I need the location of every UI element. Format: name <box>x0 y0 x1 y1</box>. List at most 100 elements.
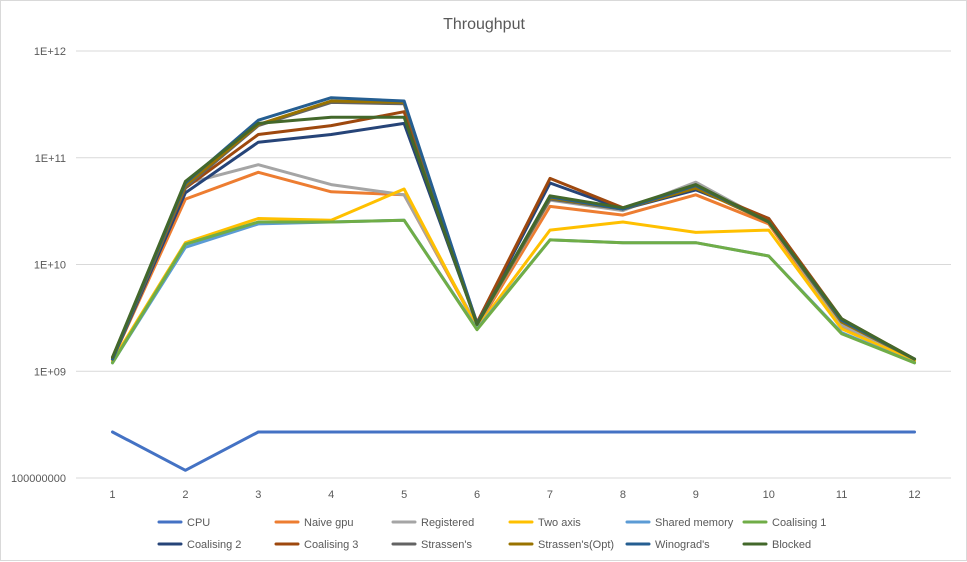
y-axis-ticks: 1E+12 1E+11 1E+10 1E+09 100000000 <box>11 46 66 485</box>
legend-item: Blocked <box>742 539 811 551</box>
data-point <box>402 115 406 119</box>
series-line-12 <box>111 115 916 361</box>
legend-label: Shared memory <box>655 517 734 529</box>
data-point <box>330 190 333 193</box>
data-point <box>694 181 697 184</box>
legend-item: Strassen's <box>391 539 473 551</box>
data-point <box>257 122 260 125</box>
legend-item: CPU <box>157 517 210 529</box>
data-point <box>257 118 260 122</box>
y-tick-label: 1E+10 <box>34 260 66 272</box>
data-point <box>621 213 625 217</box>
legend-label: Strassen's <box>421 539 473 551</box>
series-line-1 <box>111 430 916 472</box>
data-point <box>111 361 114 364</box>
data-point <box>694 241 697 244</box>
legend-label: CPU <box>187 517 210 529</box>
x-tick-label: 1 <box>109 489 115 501</box>
data-point <box>402 219 406 222</box>
data-point <box>330 430 333 434</box>
x-tick-label: 5 <box>401 489 407 501</box>
legend-label: Registered <box>421 517 474 529</box>
data-point <box>840 332 843 335</box>
legend-item: Coalising 1 <box>742 517 826 529</box>
data-point <box>767 228 770 232</box>
data-point <box>184 242 187 246</box>
legend-item: Coalising 3 <box>274 539 358 551</box>
series-line-4 <box>111 187 916 363</box>
chart-title: Throughput <box>443 16 525 33</box>
legend-label: Winograd's <box>655 539 710 551</box>
x-tick-label: 2 <box>182 489 188 501</box>
legend-item: Winograd's <box>625 539 710 551</box>
x-tick-label: 10 <box>763 489 775 501</box>
data-point <box>257 140 260 144</box>
legend-label: Coalising 2 <box>187 539 241 551</box>
y-tick-label: 100000000 <box>11 473 66 485</box>
data-point <box>402 99 406 103</box>
data-point <box>184 469 187 472</box>
data-point <box>111 356 114 359</box>
data-point <box>767 217 770 220</box>
legend-label: Coalising 3 <box>304 539 358 551</box>
series-line-7 <box>111 121 916 361</box>
data-point <box>475 328 479 331</box>
x-tick-label: 4 <box>328 489 334 501</box>
data-point <box>767 430 770 434</box>
legend: CPU Naive gpu Registered Two axis Shared mem… <box>157 517 826 551</box>
data-point <box>621 241 625 244</box>
data-point <box>548 194 552 198</box>
data-point <box>548 205 552 208</box>
y-tick-label: 1E+12 <box>34 46 66 58</box>
legend-item: Coalising 2 <box>157 539 241 551</box>
data-point <box>402 430 406 434</box>
legend-item: Registered <box>391 517 474 529</box>
data-point <box>475 430 479 434</box>
data-point <box>621 220 625 224</box>
data-point <box>475 323 479 326</box>
x-tick-label: 6 <box>474 489 480 501</box>
data-point <box>402 110 406 113</box>
data-point <box>694 231 697 234</box>
data-point <box>330 99 333 103</box>
legend-label: Strassen's(Opt) <box>538 539 614 551</box>
x-tick-label: 7 <box>547 489 553 501</box>
data-point <box>184 180 187 183</box>
data-point <box>257 217 260 220</box>
x-tick-label: 12 <box>908 489 920 501</box>
legend-item: Two axis <box>508 517 581 529</box>
data-point <box>767 254 770 258</box>
legend-label: Blocked <box>772 539 811 551</box>
series-lines <box>111 96 916 472</box>
x-tick-label: 11 <box>836 489 847 501</box>
data-point <box>111 430 114 434</box>
data-point <box>548 430 552 434</box>
data-point <box>257 171 260 174</box>
data-point <box>767 220 770 224</box>
data-point <box>330 220 333 224</box>
x-tick-label: 9 <box>693 489 699 501</box>
series-line-5 <box>111 218 916 365</box>
x-tick-label: 3 <box>255 489 261 501</box>
legend-label: Naive gpu <box>304 517 354 529</box>
data-point <box>330 115 333 119</box>
data-point <box>548 177 552 180</box>
legend-item: Shared memory <box>625 517 734 529</box>
legend-label: Coalising 1 <box>772 517 826 529</box>
data-point <box>257 220 260 224</box>
data-point <box>913 357 916 361</box>
data-point <box>402 193 406 196</box>
data-point <box>330 133 333 136</box>
data-point <box>184 197 187 201</box>
x-tick-label: 8 <box>620 489 626 501</box>
data-point <box>694 183 697 186</box>
data-point <box>913 430 916 434</box>
data-point <box>621 430 625 434</box>
y-tick-label: 1E+09 <box>34 366 66 378</box>
x-axis-ticks: 1 2 3 4 5 6 7 8 9 10 11 12 <box>109 489 920 501</box>
data-point <box>257 163 260 166</box>
data-point <box>621 206 625 209</box>
data-point <box>330 183 333 186</box>
